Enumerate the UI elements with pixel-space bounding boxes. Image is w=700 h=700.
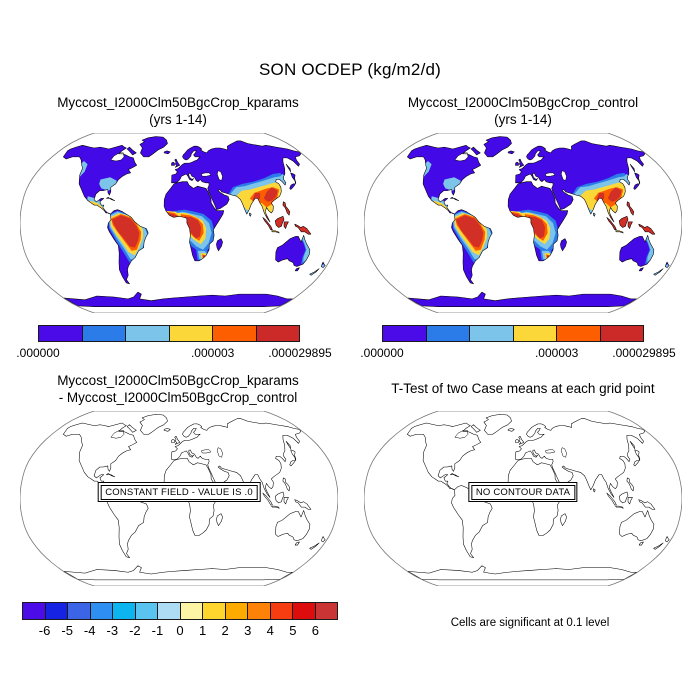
panel-title-top-right: Myccost_I2000Clm50BgcCrop_control (yrs 1… [358,94,688,128]
panel-title-line1: Myccost_I2000Clm50BgcCrop_kparams [57,95,299,110]
hotspot-yellow [89,200,106,212]
map-frame [20,411,338,586]
colorbar-cell [382,325,427,342]
colorbar-cell [67,602,91,620]
inland-seas [110,152,223,181]
colorbar-tick-label: 3 [244,623,252,638]
colorbar-cell [556,325,601,342]
hotspot-red [184,216,202,239]
panel-title-top-left: Myccost_I2000Clm50BgcCrop_kparams (yrs 1… [13,94,343,128]
colorbar-tick-label: 6 [311,623,320,638]
panel-title-line2: (yrs 1-14) [149,112,207,127]
colorbar-cell [599,325,644,342]
hotspot-yellow [433,200,450,212]
colorbar-cell [22,602,46,620]
colorbar-cell [425,325,470,342]
colorbar-cell [44,602,68,620]
colorbar-cell [179,602,203,620]
inland-seas [110,430,223,458]
map-frame [364,411,682,586]
overlay-box-constant-field: CONSTANT FIELD - VALUE IS .0 [97,482,261,502]
colorbar-tick-label: -4 [83,623,96,638]
colorbar-tick-label: 5 [289,623,297,638]
panel-title-line2: - Myccost_I2000Clm50BgcCrop_control [58,390,298,405]
overlay-label: NO CONTOUR DATA [470,484,576,500]
colorbar-tick-label: 4 [266,623,274,638]
colorbar-cell [224,602,248,620]
hotspot-red [455,215,484,248]
map-frame [20,133,338,313]
panel-title-line2: (yrs 1-14) [494,112,552,127]
colorbar-tick-label: .000029895 [268,346,332,360]
panel-title-bottom-left: Myccost_I2000Clm50BgcCrop_kparams - Mycc… [13,372,343,406]
colorbar-cell [247,602,271,620]
colorbar-cell [255,325,300,342]
figure-title: SON OCDEP (kg/m2/d) [258,60,442,79]
map-frame [364,133,682,313]
colorbar-top-left-ticks: .000000 .000003 .000029895 [16,346,331,360]
significance-footnote: Cells are significant at 0.1 level [450,617,610,629]
colorbar-cell [269,602,293,620]
colorbar-cell [38,325,83,342]
hotspot-red [511,213,523,218]
colorbar-cell [168,325,213,342]
colorbar-cell [157,602,181,620]
colorbar-cell [125,325,170,342]
colorbar-top-right [382,325,644,342]
colorbar-diff [22,602,338,620]
colorbar-top-left [38,325,300,342]
colorbar-tick-label: -2 [129,623,141,638]
map-bottom-left [20,411,338,586]
colorbar-cell [469,325,514,342]
coastlines [407,414,670,581]
colorbar-tick-label: 2 [221,623,229,638]
colorbar-tick-label: .000000 [360,346,404,360]
hotspot-red [111,215,140,248]
colorbar-tick-label: .000029895 [612,346,676,360]
hotspot-red [167,213,179,218]
inland-seas [454,430,567,458]
colorbar-cell [212,325,257,342]
overlay-label: CONSTANT FIELD - VALUE IS .0 [100,484,258,500]
colorbar-tick-label: .000000 [16,346,60,360]
colorbar-cell [512,325,557,342]
colorbar-cell [292,602,316,620]
colorbar-cell [314,602,338,620]
colorbar-tick-label: -5 [61,623,73,638]
colorbar-diff-ticks: -6 -5 -4 -3 -2 -1 0 1 2 3 4 5 6 [22,623,338,638]
colorbar-cell [81,325,126,342]
colorbar-cell [202,602,226,620]
colorbar-cell [112,602,136,620]
colorbar-cell [134,602,158,620]
coastlines [407,136,670,307]
colorbar-tick-label: .000003 [190,346,235,360]
colorbar-cell [89,602,113,620]
hotspot-red [607,187,622,202]
hotspot-red [546,255,550,258]
panel-title-line1: T-Test of two Case means at each grid po… [391,381,655,396]
panel-title-bottom-right: T-Test of two Case means at each grid po… [358,380,688,397]
coastlines [63,136,326,307]
map-top-right [364,133,682,313]
panel-title-line1: Myccost_I2000Clm50BgcCrop_kparams [57,373,299,388]
hotspot-red [528,216,546,239]
colorbar-top-right-ticks: .000000 .000003 .000029895 [360,346,675,360]
overlay-box-no-contour: NO CONTOUR DATA [468,482,578,502]
map-top-left [20,133,338,313]
colorbar-tick-label: -1 [151,623,164,638]
panel-title-line1: Myccost_I2000Clm50BgcCrop_control [407,95,639,110]
colorbar-tick-label: -6 [38,623,51,638]
colorbar-tick-label: .000003 [534,346,579,360]
colorbar-tick-label: 1 [198,623,207,638]
hotspot-red [263,187,278,202]
hotspot-red [202,255,206,258]
colorbar-tick-label: -3 [106,623,119,638]
inland-seas [454,152,567,181]
colorbar-tick-label: 0 [176,623,184,638]
